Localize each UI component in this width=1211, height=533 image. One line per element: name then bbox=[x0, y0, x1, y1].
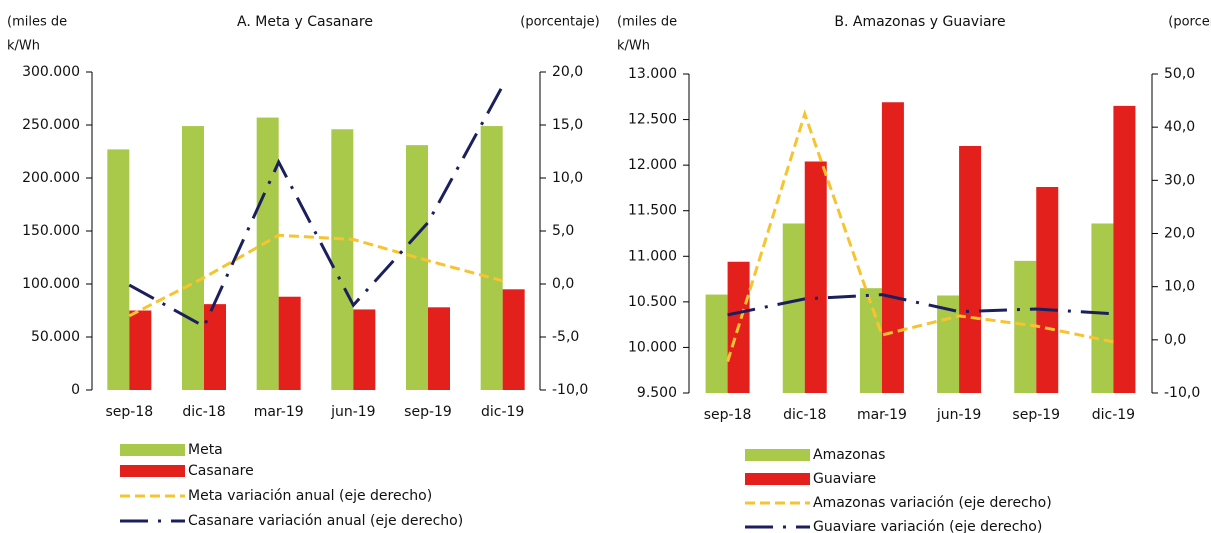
y2-tick-label: 40,0 bbox=[1164, 119, 1195, 135]
y-tick-label: 10.500 bbox=[628, 294, 677, 310]
x-tick-label: dic-19 bbox=[1092, 407, 1135, 423]
line-series bbox=[128, 233, 504, 318]
legend-swatch bbox=[120, 465, 185, 477]
y-tick-label: 12.000 bbox=[628, 157, 677, 173]
bar bbox=[182, 126, 204, 390]
y2-tick-label: 10,0 bbox=[1164, 279, 1195, 295]
bar bbox=[129, 310, 152, 390]
bar bbox=[107, 149, 130, 390]
y-tick-label: 300.000 bbox=[22, 64, 80, 80]
x-tick-label: mar-19 bbox=[254, 404, 304, 420]
bar bbox=[204, 304, 226, 390]
y-tick-label: 9.500 bbox=[637, 385, 677, 401]
x-tick-label: mar-19 bbox=[857, 407, 907, 423]
bar bbox=[502, 289, 525, 390]
bar bbox=[859, 288, 882, 393]
y2-axis-label: (porcentaje) bbox=[1168, 15, 1211, 30]
y-tick-label: 13.000 bbox=[628, 66, 677, 82]
y2-tick-label: 15,0 bbox=[552, 117, 583, 133]
bar bbox=[406, 145, 428, 390]
y2-tick-label: 10,0 bbox=[552, 170, 583, 186]
x-tick-label: dic-18 bbox=[182, 404, 225, 420]
legend-swatch bbox=[745, 449, 810, 461]
y2-tick-label: 5,0 bbox=[552, 223, 574, 239]
bar bbox=[782, 223, 805, 393]
x-tick-label: sep-19 bbox=[404, 404, 452, 420]
y-axis-label: k/Wh bbox=[617, 39, 650, 54]
bar bbox=[331, 129, 354, 391]
y2-tick-label: 20,0 bbox=[552, 64, 583, 80]
y2-tick-label: -5,0 bbox=[552, 329, 579, 345]
bar bbox=[480, 126, 503, 390]
y-tick-label: 11.000 bbox=[628, 248, 677, 264]
bar bbox=[705, 294, 728, 393]
legend-label: Casanare variación anual (eje derecho) bbox=[188, 513, 463, 529]
x-tick-label: sep-19 bbox=[1012, 407, 1060, 423]
y-tick-label: 10.000 bbox=[628, 339, 677, 355]
y-tick-label: 11.500 bbox=[628, 203, 677, 219]
x-tick-label: dic-18 bbox=[783, 407, 826, 423]
bar bbox=[1091, 223, 1114, 393]
y2-tick-label: 0,0 bbox=[552, 276, 574, 292]
y2-tick-label: 20,0 bbox=[1164, 226, 1195, 242]
legend-swatch bbox=[120, 444, 185, 456]
legend-label: Meta bbox=[188, 442, 223, 458]
bar bbox=[1036, 187, 1059, 393]
legend-label: Meta variación anual (eje derecho) bbox=[188, 488, 432, 504]
bar bbox=[1113, 105, 1136, 394]
panel-title: A. Meta y Casanare bbox=[237, 14, 373, 30]
y2-tick-label: 50,0 bbox=[1164, 66, 1195, 82]
bar bbox=[256, 117, 279, 390]
y-tick-label: 250.000 bbox=[22, 117, 80, 133]
line-series bbox=[128, 85, 504, 329]
legend-label: Guaviare bbox=[813, 471, 876, 487]
legend-label: Amazonas bbox=[813, 447, 885, 463]
y-axis-label: (miles de bbox=[617, 15, 677, 30]
y2-tick-label: -10,0 bbox=[1164, 385, 1200, 401]
y2-tick-label: -10,0 bbox=[552, 382, 588, 398]
bar bbox=[278, 296, 301, 390]
bar bbox=[428, 307, 450, 390]
y-tick-label: 150.000 bbox=[22, 223, 80, 239]
y-tick-label: 100.000 bbox=[22, 276, 80, 292]
bar bbox=[959, 146, 982, 393]
line-series bbox=[726, 109, 1114, 363]
y2-tick-label: 30,0 bbox=[1164, 172, 1195, 188]
legend-label: Casanare bbox=[188, 463, 254, 479]
y2-tick-label: 0,0 bbox=[1164, 332, 1186, 348]
y2-axis-label: (porcentaje) bbox=[520, 15, 599, 30]
x-tick-label: jun-19 bbox=[330, 404, 376, 420]
bar bbox=[353, 309, 376, 390]
x-tick-label: sep-18 bbox=[105, 404, 153, 420]
legend-swatch bbox=[745, 473, 810, 485]
y-axis-label: k/Wh bbox=[7, 39, 40, 54]
y-axis-label: (miles de bbox=[7, 15, 67, 30]
bar bbox=[881, 102, 904, 394]
x-tick-label: sep-18 bbox=[704, 407, 752, 423]
bar bbox=[1014, 260, 1037, 393]
bar bbox=[804, 161, 827, 393]
y-tick-label: 50.000 bbox=[31, 329, 80, 345]
x-tick-label: jun-19 bbox=[936, 407, 982, 423]
y-tick-label: 200.000 bbox=[22, 170, 80, 186]
x-tick-label: dic-19 bbox=[481, 404, 524, 420]
line-series bbox=[727, 293, 1114, 317]
legend-label: Guaviare variación (eje derecho) bbox=[813, 519, 1042, 533]
y-tick-label: 12.500 bbox=[628, 112, 677, 128]
y-tick-label: 0 bbox=[71, 382, 80, 398]
panel-title: B. Amazonas y Guaviare bbox=[834, 14, 1005, 30]
legend-label: Amazonas variación (eje derecho) bbox=[813, 495, 1052, 511]
